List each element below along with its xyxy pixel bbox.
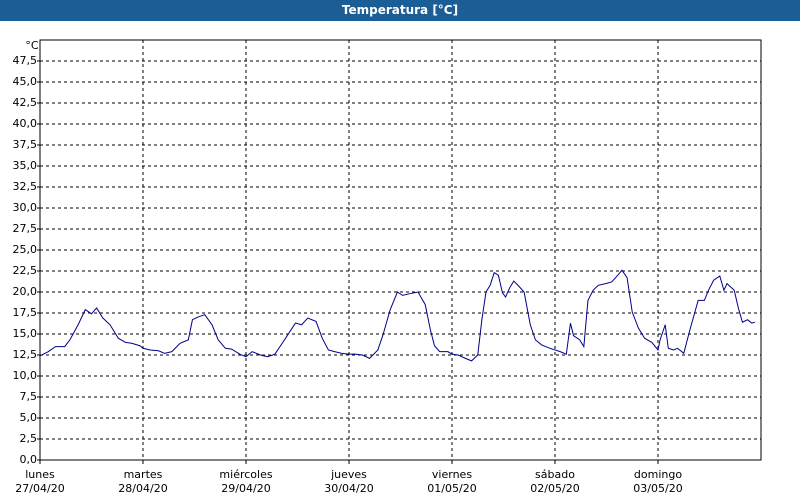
y-tick-label: 20,0 — [13, 285, 38, 298]
y-tick-label: 2,5 — [20, 432, 38, 445]
y-tick-label: 37,5 — [13, 138, 38, 151]
y-tick-label: 17,5 — [13, 306, 38, 319]
y-tick-label: 10,0 — [13, 369, 38, 382]
y-tick-label: 5,0 — [20, 411, 38, 424]
y-tick-label: 40,0 — [13, 117, 38, 130]
x-tick-label: martes 28/04/20 — [118, 468, 168, 495]
y-tick-label: 45,0 — [13, 75, 38, 88]
y-tick-label: 25,0 — [13, 243, 38, 256]
y-tick-label: 27,5 — [13, 222, 38, 235]
y-tick-label: 7,5 — [20, 390, 38, 403]
y-tick-label: 32,5 — [13, 180, 38, 193]
y-tick-label: 22,5 — [13, 264, 38, 277]
temperature-line — [39, 269, 755, 362]
x-tick-label: lunes 27/04/20 — [15, 468, 65, 495]
x-tick-label: sábado 02/05/20 — [530, 468, 580, 495]
y-tick-label: 15,0 — [13, 327, 38, 340]
y-tick-label: 42,5 — [13, 96, 38, 109]
x-tick-label: jueves 30/04/20 — [324, 468, 374, 495]
y-axis-label: °C — [25, 39, 39, 52]
x-tick-label: viernes 01/05/20 — [427, 468, 477, 495]
y-tick-label: 47,5 — [13, 54, 38, 67]
x-tick-label: miércoles 29/04/20 — [219, 468, 273, 495]
y-tick-label: 35,0 — [13, 159, 38, 172]
x-tick-label: domingo 03/05/20 — [633, 468, 683, 495]
chart-title: Temperatura [°C] — [0, 0, 800, 21]
y-tick-label: 0,0 — [20, 453, 38, 466]
y-tick-label: 12,5 — [13, 348, 38, 361]
y-tick-label: 30,0 — [13, 201, 38, 214]
